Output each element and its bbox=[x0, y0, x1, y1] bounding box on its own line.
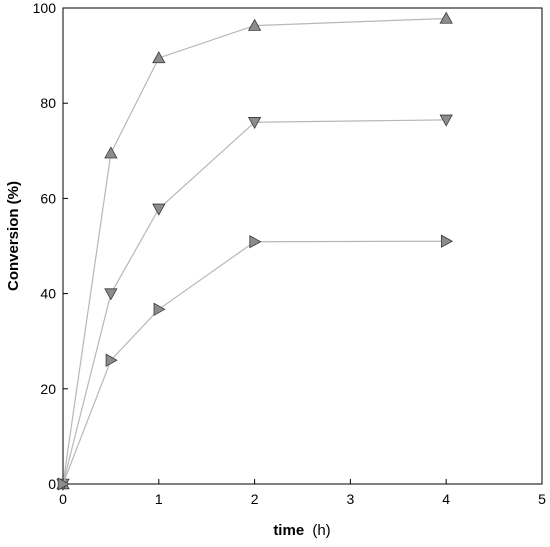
data-point-marker bbox=[105, 353, 118, 367]
x-tick-label: 2 bbox=[251, 491, 259, 507]
x-tick-label: 0 bbox=[59, 491, 67, 507]
tick-marks bbox=[62, 7, 543, 485]
data-point-marker bbox=[439, 114, 453, 127]
data-point-marker bbox=[247, 18, 262, 31]
tick-labels: 0 1 2 3 4 5 0 20 40 60 80 100 bbox=[33, 0, 546, 507]
series-line bbox=[62, 17, 447, 485]
data-point-marker bbox=[247, 117, 262, 130]
series-3 bbox=[57, 234, 454, 491]
series-layer bbox=[56, 11, 454, 491]
series-line bbox=[62, 119, 447, 485]
data-point-marker bbox=[57, 477, 70, 491]
x-axis-title-name: time bbox=[273, 522, 304, 539]
x-tick-label: 1 bbox=[155, 491, 163, 507]
y-tick-label: 60 bbox=[40, 190, 56, 206]
x-axis-title: time (h) bbox=[273, 522, 330, 539]
data-point-marker bbox=[152, 203, 166, 216]
y-tick-label: 40 bbox=[40, 286, 56, 302]
data-point-marker bbox=[440, 234, 454, 248]
y-tick-label: 100 bbox=[33, 0, 57, 16]
data-point-marker bbox=[439, 11, 453, 24]
data-point-marker bbox=[104, 146, 118, 159]
x-tick-label: 4 bbox=[442, 491, 450, 507]
data-point-marker bbox=[104, 288, 118, 301]
data-point-marker bbox=[249, 235, 262, 249]
y-tick-label: 20 bbox=[40, 381, 56, 397]
x-tick-label: 5 bbox=[538, 491, 546, 507]
x-axis-title-unit: (h) bbox=[312, 522, 330, 539]
y-tick-label: 0 bbox=[48, 476, 56, 492]
series-1 bbox=[56, 11, 453, 490]
series-2 bbox=[56, 114, 453, 491]
data-point-marker bbox=[153, 302, 166, 316]
x-tick-label: 3 bbox=[347, 491, 355, 507]
data-point-marker bbox=[152, 51, 166, 64]
plot-frame bbox=[62, 7, 543, 485]
y-axis-title: Conversion (%) bbox=[5, 181, 22, 291]
axes bbox=[62, 7, 543, 485]
y-tick-label: 80 bbox=[40, 95, 56, 111]
